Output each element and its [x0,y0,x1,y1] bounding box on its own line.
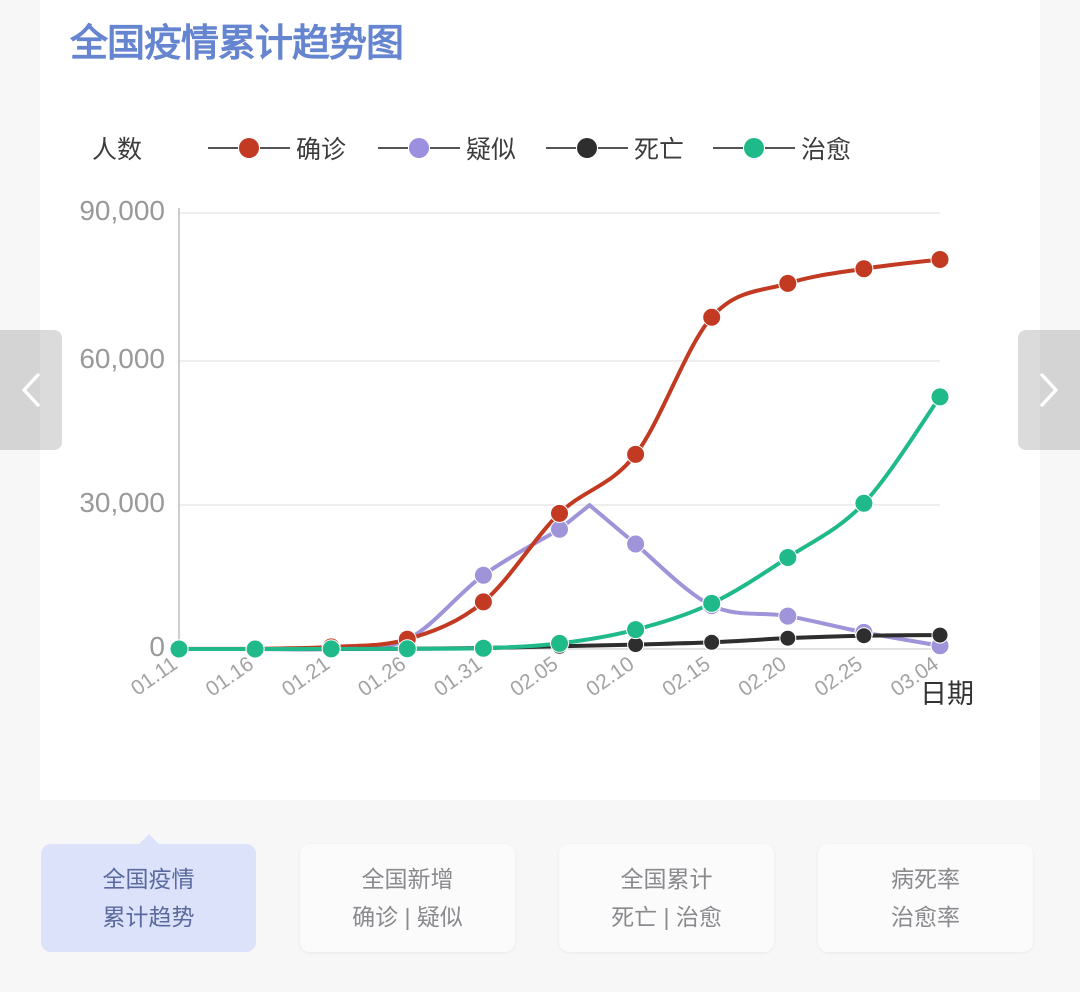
svg-text:日期: 日期 [920,679,974,709]
svg-text:60,000: 60,000 [79,343,165,374]
svg-text:02.10: 02.10 [582,652,638,701]
svg-text:01.16: 01.16 [202,652,258,701]
svg-text:01.21: 01.21 [278,652,334,701]
svg-text:30,000: 30,000 [79,487,165,518]
svg-text:02.05: 02.05 [506,652,562,701]
svg-text:02.25: 02.25 [811,652,867,701]
svg-text:01.31: 01.31 [430,652,486,701]
svg-text:90,000: 90,000 [79,195,165,226]
svg-text:01.26: 01.26 [354,652,410,701]
svg-text:02.20: 02.20 [734,652,790,701]
svg-text:02.15: 02.15 [658,652,714,701]
